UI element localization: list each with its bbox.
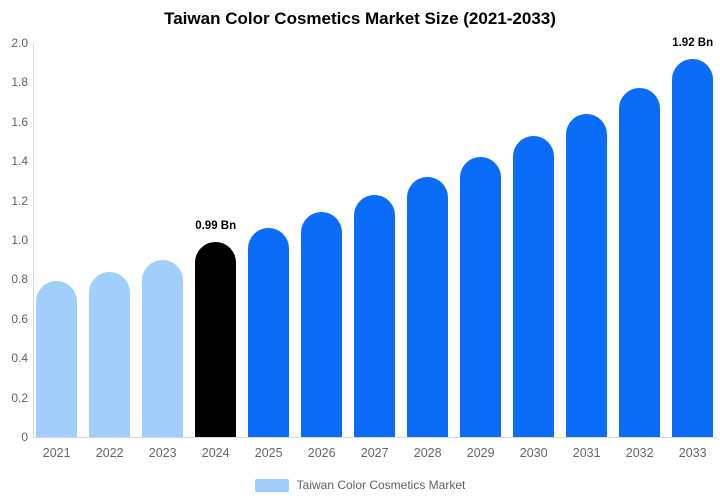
bar-2023[interactable] xyxy=(142,259,184,437)
x-tick-label-2029: 2029 xyxy=(466,446,495,460)
bar-2032[interactable] xyxy=(619,88,661,437)
bar-2026[interactable] xyxy=(301,212,343,437)
x-tick-label-2027: 2027 xyxy=(360,446,389,460)
y-tick-label-0.6: 0.6 xyxy=(11,311,28,326)
bar-2024[interactable] xyxy=(195,241,237,437)
bar-2022[interactable] xyxy=(89,271,131,437)
x-tick-label-2023: 2023 xyxy=(148,446,177,460)
bar-2028[interactable] xyxy=(407,176,449,437)
x-axis-line xyxy=(33,437,717,438)
x-tick-label-2026: 2026 xyxy=(307,446,336,460)
y-axis-line xyxy=(33,43,34,437)
y-tick-label-0: 0 xyxy=(21,430,28,444)
bar-2033[interactable] xyxy=(672,58,714,437)
y-tick-label-0.4: 0.4 xyxy=(11,351,28,366)
legend[interactable]: Taiwan Color Cosmetics Market xyxy=(0,474,720,496)
x-tick-label-2030: 2030 xyxy=(519,446,548,460)
y-tick-label-1.0: 1.0 xyxy=(11,233,28,247)
bar-2027[interactable] xyxy=(354,194,396,437)
legend-label: Taiwan Color Cosmetics Market xyxy=(296,478,466,492)
y-tick-label-1.4: 1.4 xyxy=(11,154,28,169)
y-tick-label-1.8: 1.8 xyxy=(11,75,28,90)
x-tick-label-2024: 2024 xyxy=(201,446,230,460)
x-tick-label-2032: 2032 xyxy=(625,446,654,460)
y-tick-label-1.6: 1.6 xyxy=(11,114,28,129)
chart-title: Taiwan Color Cosmetics Market Size (2021… xyxy=(164,9,556,28)
y-tick-label-0.2: 0.2 xyxy=(11,390,28,405)
bar-2021[interactable] xyxy=(36,281,78,437)
x-tick-label-2021: 2021 xyxy=(42,446,71,460)
bar-2029[interactable] xyxy=(460,157,502,437)
y-tick-label-0.8: 0.8 xyxy=(11,272,28,287)
value-label-2024: 0.99 Bn xyxy=(195,219,237,232)
y-tick-label-1.2: 1.2 xyxy=(11,193,28,208)
x-tick-label-2031: 2031 xyxy=(572,446,601,460)
x-tick-label-2033: 2033 xyxy=(678,446,707,460)
bar-2031[interactable] xyxy=(566,113,608,437)
bar-2025[interactable] xyxy=(248,228,290,437)
x-tick-label-2025: 2025 xyxy=(254,446,283,460)
x-tick-label-2028: 2028 xyxy=(413,446,442,460)
bar-2030[interactable] xyxy=(513,135,555,437)
value-label-2033: 1.92 Bn xyxy=(672,36,714,49)
x-tick-label-2022: 2022 xyxy=(95,446,124,460)
legend-swatch-icon xyxy=(254,478,289,492)
y-tick-label-2.0: 2.0 xyxy=(11,36,28,50)
